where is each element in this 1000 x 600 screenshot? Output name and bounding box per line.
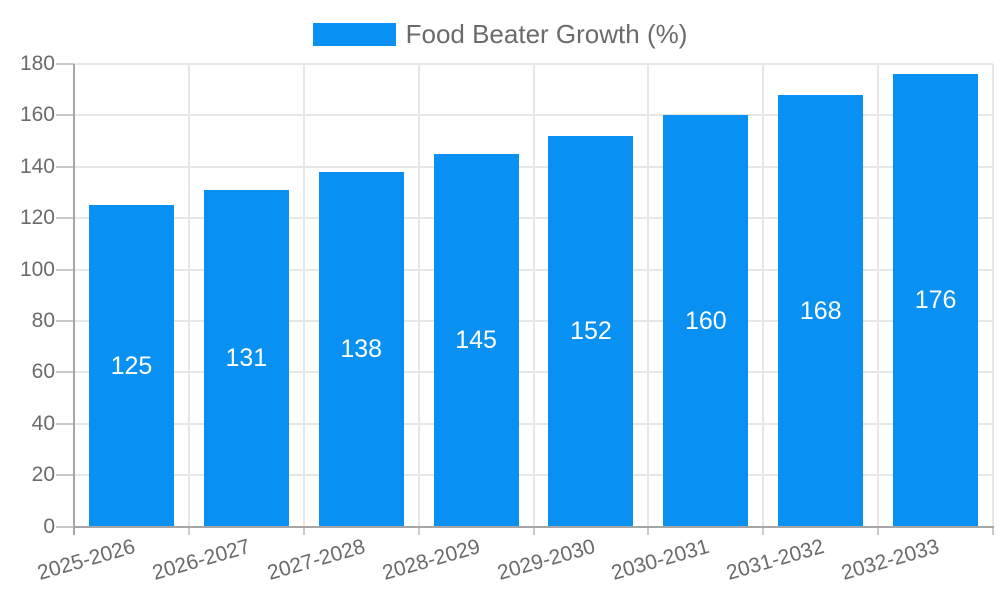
legend-swatch-icon (312, 23, 396, 46)
y-axis-tick (56, 217, 74, 220)
x-axis-tick (532, 527, 535, 535)
y-axis-tick (56, 114, 74, 117)
bar-value-label: 131 (225, 344, 268, 373)
y-axis-label: 40 (31, 411, 55, 435)
x-axis-label: 2029-2030 (494, 535, 598, 585)
bar (893, 74, 979, 527)
y-axis-tick (56, 63, 74, 65)
bar (663, 115, 749, 527)
y-axis-label: 120 (19, 206, 55, 230)
x-axis-label: 2031-2032 (724, 535, 828, 585)
bar (318, 171, 404, 527)
y-axis-label: 140 (19, 154, 55, 178)
bar-value-label: 138 (340, 335, 383, 364)
x-axis-label: 2026-2027 (149, 535, 253, 585)
x-gridline (877, 64, 880, 527)
y-axis-tick (56, 319, 74, 322)
x-axis-label: 2027-2028 (264, 535, 368, 585)
x-gridline (992, 64, 994, 527)
x-axis-label: 2030-2031 (609, 535, 713, 585)
bar (203, 189, 289, 527)
x-gridline (647, 64, 650, 527)
y-axis-tick (56, 165, 74, 168)
y-axis-tick (56, 268, 74, 271)
y-axis-label: 100 (19, 257, 55, 281)
bar-value-label: 160 (684, 306, 727, 335)
x-axis-label: 2025-2026 (34, 535, 138, 585)
bar-value-label: 168 (799, 296, 842, 325)
bar (88, 205, 174, 527)
x-axis-tick (302, 527, 305, 535)
x-axis-tick (187, 527, 190, 535)
x-gridline (187, 64, 190, 527)
x-gridline (302, 64, 305, 527)
x-axis-label: 2028-2029 (379, 535, 483, 585)
bar-value-label: 176 (914, 286, 957, 315)
x-axis-tick (992, 527, 994, 535)
x-axis-tick (417, 527, 420, 535)
y-axis-tick (56, 371, 74, 374)
y-axis-label: 20 (31, 463, 55, 487)
x-axis-tick (647, 527, 650, 535)
y-axis-tick (56, 474, 74, 477)
y-axis-tick (56, 422, 74, 425)
x-axis-line (73, 525, 994, 528)
y-axis-label: 80 (31, 308, 55, 332)
bar (778, 94, 864, 527)
x-gridline (762, 64, 765, 527)
y-axis-label: 0 (43, 514, 55, 538)
bar-value-label: 125 (110, 351, 153, 380)
bar (433, 153, 519, 527)
y-axis-line (73, 64, 75, 535)
bar (548, 135, 634, 527)
x-gridline (532, 64, 535, 527)
y-axis-label: 180 (19, 52, 55, 75)
x-axis-label: 2032-2033 (839, 535, 942, 585)
bar-value-label: 152 (570, 317, 612, 346)
x-axis-tick (762, 527, 765, 535)
legend-label: Food Beater Growth (%) (405, 19, 688, 49)
y-axis-tick (56, 525, 74, 528)
x-gridline (417, 64, 420, 527)
x-axis-tick (877, 527, 880, 535)
bar-value-label: 145 (455, 326, 497, 355)
y-axis-label: 60 (31, 360, 55, 384)
y-axis-label: 160 (19, 103, 55, 127)
legend: Food Beater Growth (%) (0, 19, 1000, 50)
